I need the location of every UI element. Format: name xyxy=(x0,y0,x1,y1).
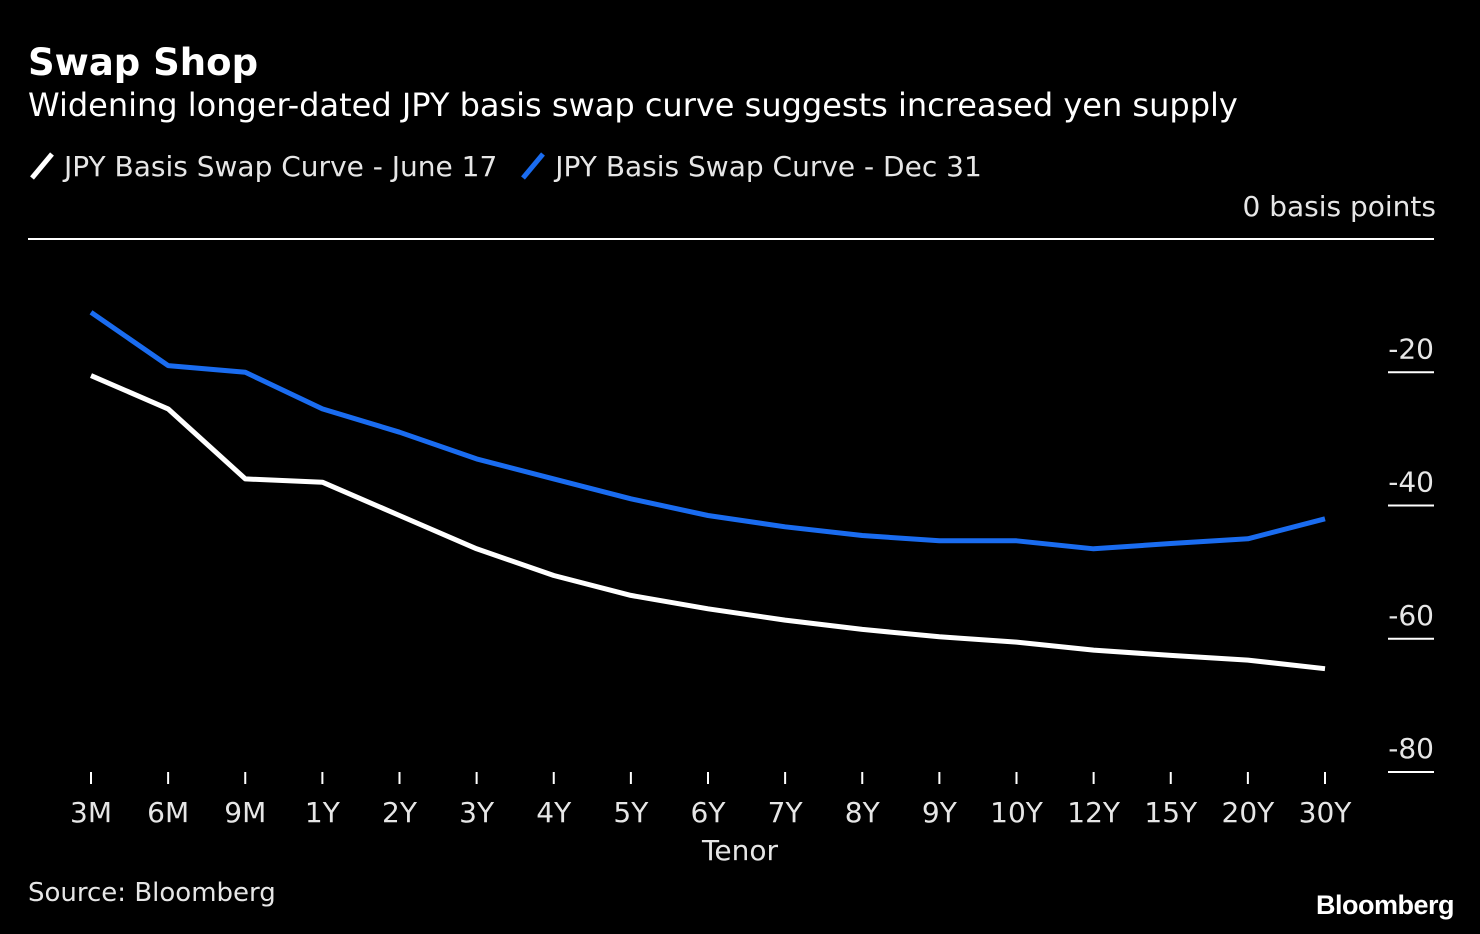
y-tick-label-0: -20 xyxy=(1388,332,1434,365)
x-tick-label-14: 15Y xyxy=(1144,796,1198,829)
bloomberg-logo: Bloomberg xyxy=(1315,890,1455,920)
series-line-1 xyxy=(89,310,1326,552)
x-tick-label-12: 10Y xyxy=(990,796,1044,829)
series-line-0 xyxy=(90,373,1326,672)
x-tick-label-11: 9Y xyxy=(922,796,958,829)
legend-item-dec: JPY Basis Swap Curve - Dec 31 xyxy=(519,148,982,184)
x-axis-label: Tenor xyxy=(701,834,778,867)
legend-swatch-dec xyxy=(521,152,546,180)
x-tick-label-7: 5Y xyxy=(613,796,649,829)
x-tick-label-3: 1Y xyxy=(305,796,341,829)
y-tick-label-2: -60 xyxy=(1388,599,1434,632)
x-tick-label-8: 6Y xyxy=(691,796,727,829)
x-tick-label-10: 8Y xyxy=(845,796,881,829)
y-tick-label-1: -40 xyxy=(1388,466,1434,499)
x-tick-label-5: 3Y xyxy=(459,796,495,829)
chart-title: Swap Shop xyxy=(28,41,259,84)
source-note: Source: Bloomberg xyxy=(28,878,276,908)
legend-swatch-june xyxy=(30,152,54,180)
x-tick-label-4: 2Y xyxy=(382,796,418,829)
y-tick-label-3: -80 xyxy=(1388,732,1434,765)
x-tick-label-9: 7Y xyxy=(768,796,804,829)
y-axis-unit-label: 0 basis points xyxy=(1242,190,1437,223)
x-tick-label-13: 12Y xyxy=(1067,796,1121,829)
chart-subtitle: Widening longer-dated JPY basis swap cur… xyxy=(28,86,1238,124)
x-tick-label-1: 6M xyxy=(147,796,189,829)
legend-label-june: JPY Basis Swap Curve - June 17 xyxy=(64,149,498,183)
x-tick-label-2: 9M xyxy=(224,796,266,829)
legend-item-june: JPY Basis Swap Curve - June 17 xyxy=(28,148,497,184)
legend-label-dec: JPY Basis Swap Curve - Dec 31 xyxy=(555,149,982,183)
x-tick-label-16: 30Y xyxy=(1299,796,1353,829)
x-tick-label-0: 3M xyxy=(70,796,112,829)
x-tick-label-15: 20Y xyxy=(1222,796,1276,829)
x-tick-label-6: 4Y xyxy=(536,796,572,829)
chart-legend: JPY Basis Swap Curve - June 17 JPY Basis… xyxy=(28,148,1004,184)
